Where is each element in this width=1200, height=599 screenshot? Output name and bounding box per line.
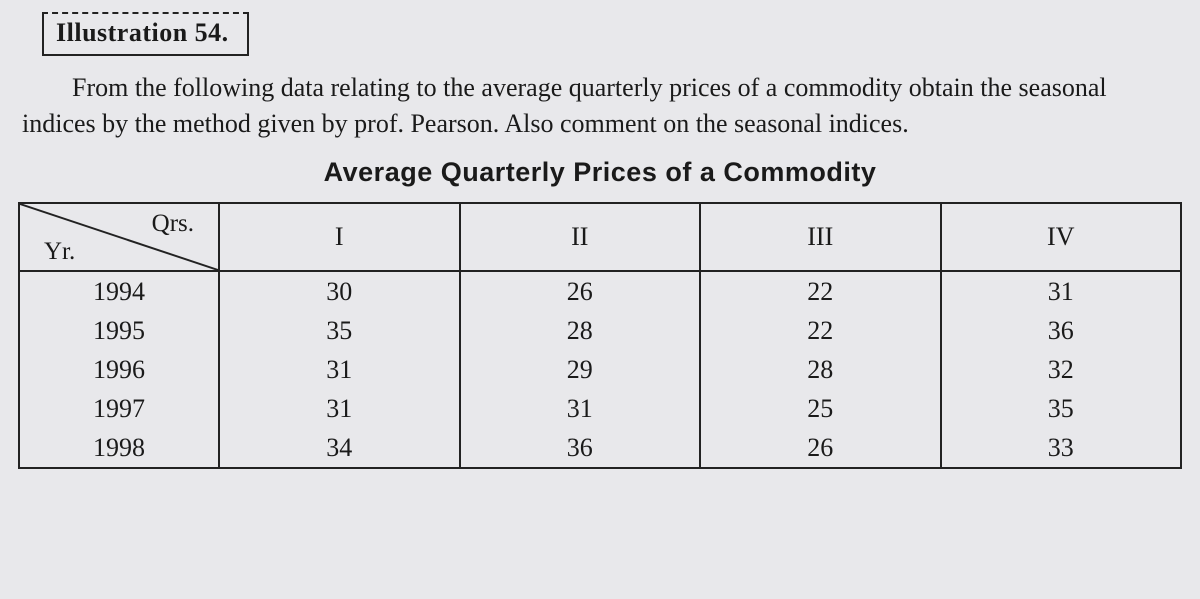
table-row: 1995 35 28 22 36	[19, 311, 1181, 350]
data-cell: 30	[219, 271, 460, 311]
data-cell: 32	[941, 350, 1182, 389]
data-cell: 35	[219, 311, 460, 350]
data-cell: 26	[460, 271, 701, 311]
year-cell: 1995	[19, 311, 219, 350]
diagonal-header-cell: Qrs. Yr.	[19, 203, 219, 271]
table-row: 1998 34 36 26 33	[19, 428, 1181, 468]
data-table: Qrs. Yr. I II III IV 1994 30 26 22 31 19…	[18, 202, 1182, 469]
table-title: Average Quarterly Prices of a Commodity	[18, 157, 1182, 188]
year-cell: 1994	[19, 271, 219, 311]
column-header: IV	[941, 203, 1182, 271]
data-cell: 25	[700, 389, 941, 428]
data-cell: 35	[941, 389, 1182, 428]
data-cell: 22	[700, 311, 941, 350]
data-cell: 22	[700, 271, 941, 311]
table-row: 1997 31 31 25 35	[19, 389, 1181, 428]
column-header: III	[700, 203, 941, 271]
data-cell: 31	[219, 389, 460, 428]
data-cell: 31	[219, 350, 460, 389]
data-cell: 36	[460, 428, 701, 468]
table-row: 1996 31 29 28 32	[19, 350, 1181, 389]
illustration-label: Illustration 54.	[42, 12, 249, 56]
header-year-label: Yr.	[44, 238, 75, 266]
column-header: II	[460, 203, 701, 271]
data-cell: 36	[941, 311, 1182, 350]
year-cell: 1998	[19, 428, 219, 468]
year-cell: 1996	[19, 350, 219, 389]
data-cell: 26	[700, 428, 941, 468]
data-cell: 28	[460, 311, 701, 350]
column-header: I	[219, 203, 460, 271]
data-cell: 29	[460, 350, 701, 389]
table-row: 1994 30 26 22 31	[19, 271, 1181, 311]
data-cell: 33	[941, 428, 1182, 468]
data-cell: 34	[219, 428, 460, 468]
data-cell: 28	[700, 350, 941, 389]
header-quarters-label: Qrs.	[152, 210, 194, 238]
problem-statement: From the following data relating to the …	[22, 70, 1178, 143]
data-cell: 31	[460, 389, 701, 428]
year-cell: 1997	[19, 389, 219, 428]
data-cell: 31	[941, 271, 1182, 311]
